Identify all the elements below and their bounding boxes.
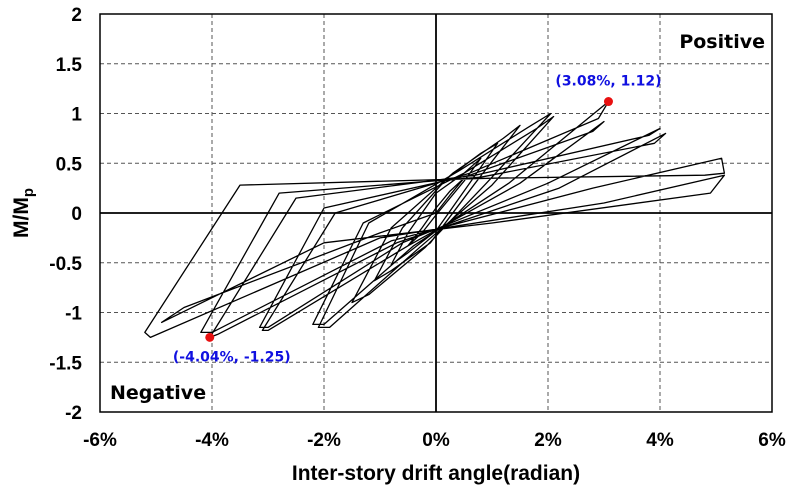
y-axis-label-main: M/M xyxy=(10,197,33,238)
x-tick-label: -2% xyxy=(307,430,341,451)
x-tick-label: 4% xyxy=(646,430,674,451)
y-tick-label: -1.5 xyxy=(49,353,82,374)
y-axis-label: M/Mp xyxy=(10,188,37,238)
peak-point-marker xyxy=(205,332,215,342)
y-axis-label-subscript: p xyxy=(20,188,37,197)
y-tick-labels: -2 -1.5 -1 -0.5 0 0.5 1 1.5 2 xyxy=(49,5,82,424)
y-tick-label: 0.5 xyxy=(56,154,83,175)
axes xyxy=(99,13,773,413)
x-tick-label: 0% xyxy=(422,430,450,451)
positive-label: Positive xyxy=(679,31,765,53)
y-tick-label: -0.5 xyxy=(49,254,82,275)
y-tick-label: 1.5 xyxy=(56,55,83,76)
y-tick-label: 0 xyxy=(71,204,82,225)
y-tick-label: -2 xyxy=(65,403,82,424)
svg-text:M/Mp: M/Mp xyxy=(10,188,37,238)
x-tick-label: 6% xyxy=(758,430,786,451)
y-tick-label: 1 xyxy=(71,105,82,126)
x-tick-labels: -6% -4% -2% 0% 2% 4% 6% xyxy=(83,430,786,451)
y-tick-label: 2 xyxy=(71,5,82,26)
peak-points: (3.08%, 1.12) (-4.04%, -1.25) xyxy=(173,74,662,366)
x-axis-label: Inter-story drift angle(radian) xyxy=(292,462,580,485)
y-tick-label: -1 xyxy=(65,304,82,325)
peak-point-label: (3.08%, 1.12) xyxy=(555,74,661,90)
negative-label: Negative xyxy=(110,382,206,404)
hysteresis-curves xyxy=(144,100,726,339)
x-tick-label: 2% xyxy=(534,430,562,451)
x-tick-label: -6% xyxy=(83,430,117,451)
peak-point-label: (-4.04%, -1.25) xyxy=(173,349,291,365)
x-tick-label: -4% xyxy=(195,430,229,451)
peak-point-marker xyxy=(603,97,613,107)
hysteresis-series-0 xyxy=(144,100,726,339)
